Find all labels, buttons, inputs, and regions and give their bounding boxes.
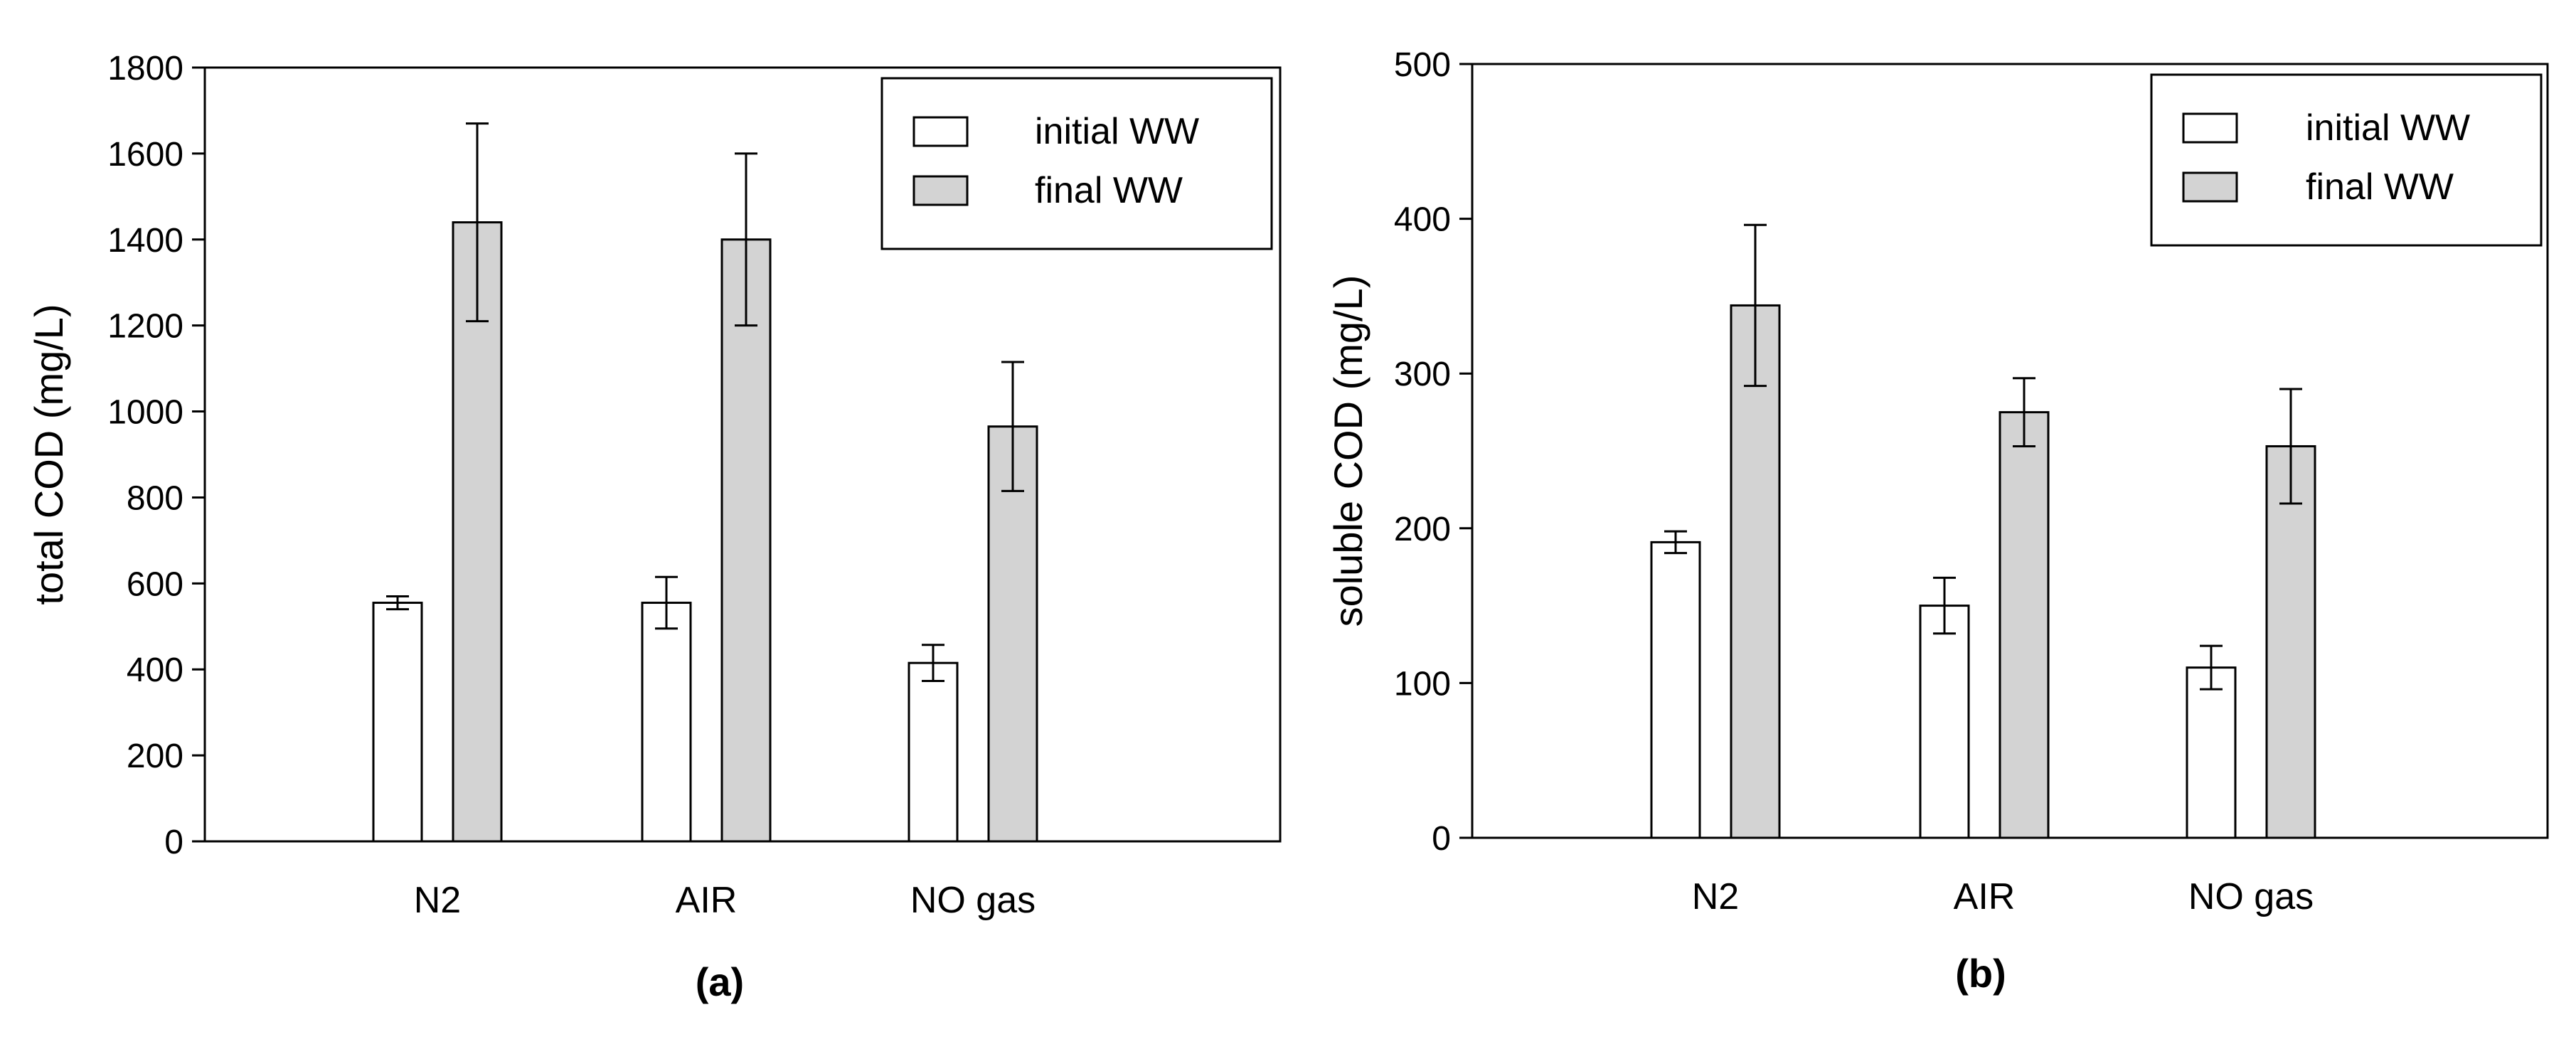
y-tick-label: 1400 bbox=[107, 222, 183, 260]
y-tick-label: 0 bbox=[1432, 820, 1451, 858]
x-tick-label: AIR bbox=[676, 880, 738, 921]
bar-initial-0 bbox=[1650, 541, 1701, 839]
legend-label-initial: initial WW bbox=[2306, 107, 2470, 149]
legend-label-final: final WW bbox=[1035, 170, 1183, 211]
bar-initial-1 bbox=[641, 602, 692, 843]
y-tick-label: 1000 bbox=[107, 394, 183, 432]
panel-label: (b) bbox=[1955, 951, 2006, 996]
x-axis-labels: N2 AIR NO gas bbox=[1692, 876, 2314, 917]
bar-final-1 bbox=[720, 238, 772, 843]
bars bbox=[1650, 223, 2316, 839]
y-tick-label: 500 bbox=[1394, 46, 1451, 84]
y-tick-label: 1800 bbox=[107, 50, 183, 87]
y-tick-label: 100 bbox=[1394, 665, 1451, 703]
bar-initial-0 bbox=[372, 602, 423, 843]
chart-panel-b: 0 100 200 300 400 500 N2 AIR NO gas soluble COD… bbox=[1326, 46, 2549, 996]
y-tick-label: 1200 bbox=[107, 308, 183, 346]
bar-final-2 bbox=[987, 425, 1038, 843]
legend-label-final: final WW bbox=[2306, 166, 2454, 208]
x-tick-label: N2 bbox=[414, 880, 461, 921]
y-axis-title: soluble COD (mg/L) bbox=[1326, 275, 1371, 627]
bar-final-0 bbox=[452, 221, 503, 843]
x-tick-label: NO gas bbox=[2188, 876, 2314, 917]
bar-final-2 bbox=[2265, 445, 2316, 839]
y-tick-label: 600 bbox=[127, 565, 183, 603]
bar-initial-1 bbox=[1919, 605, 1970, 839]
y-tick-label: 200 bbox=[1394, 511, 1451, 548]
bar-initial-2 bbox=[2186, 666, 2237, 839]
legend-box bbox=[2150, 73, 2543, 247]
legend: initial WW final WW bbox=[880, 77, 1273, 250]
bars bbox=[372, 122, 1038, 843]
bar-final-0 bbox=[1730, 304, 1781, 839]
legend-swatch-final bbox=[912, 175, 969, 206]
legend-box bbox=[880, 77, 1273, 250]
y-tick-label: 400 bbox=[1394, 201, 1451, 239]
panel-label: (a) bbox=[696, 959, 744, 1004]
y-axis-ticks: 0 200 400 600 800 1000 1200 1400 1600 1800 bbox=[107, 50, 205, 861]
bar-initial-2 bbox=[908, 661, 959, 843]
y-tick-label: 300 bbox=[1394, 356, 1451, 393]
y-tick-label: 1600 bbox=[107, 136, 183, 174]
legend-swatch-initial bbox=[912, 116, 969, 147]
legend-swatch-initial bbox=[2182, 112, 2238, 144]
y-tick-label: 800 bbox=[127, 479, 183, 517]
x-tick-label: AIR bbox=[1954, 876, 2016, 917]
legend-label-initial: initial WW bbox=[1035, 111, 1199, 152]
x-tick-label: N2 bbox=[1692, 876, 1739, 917]
bar-final-1 bbox=[1998, 411, 2050, 839]
y-tick-label: 200 bbox=[127, 738, 183, 775]
y-tick-label: 0 bbox=[164, 824, 183, 861]
legend: initial WW final WW bbox=[2150, 73, 2543, 247]
y-axis-title: total COD (mg/L) bbox=[26, 304, 71, 605]
legend-swatch-final bbox=[2182, 171, 2238, 203]
x-axis-labels: N2 AIR NO gas bbox=[414, 880, 1036, 921]
y-axis-ticks: 0 100 200 300 400 500 bbox=[1394, 46, 1472, 858]
x-tick-label: NO gas bbox=[910, 880, 1036, 921]
y-tick-label: 400 bbox=[127, 651, 183, 689]
